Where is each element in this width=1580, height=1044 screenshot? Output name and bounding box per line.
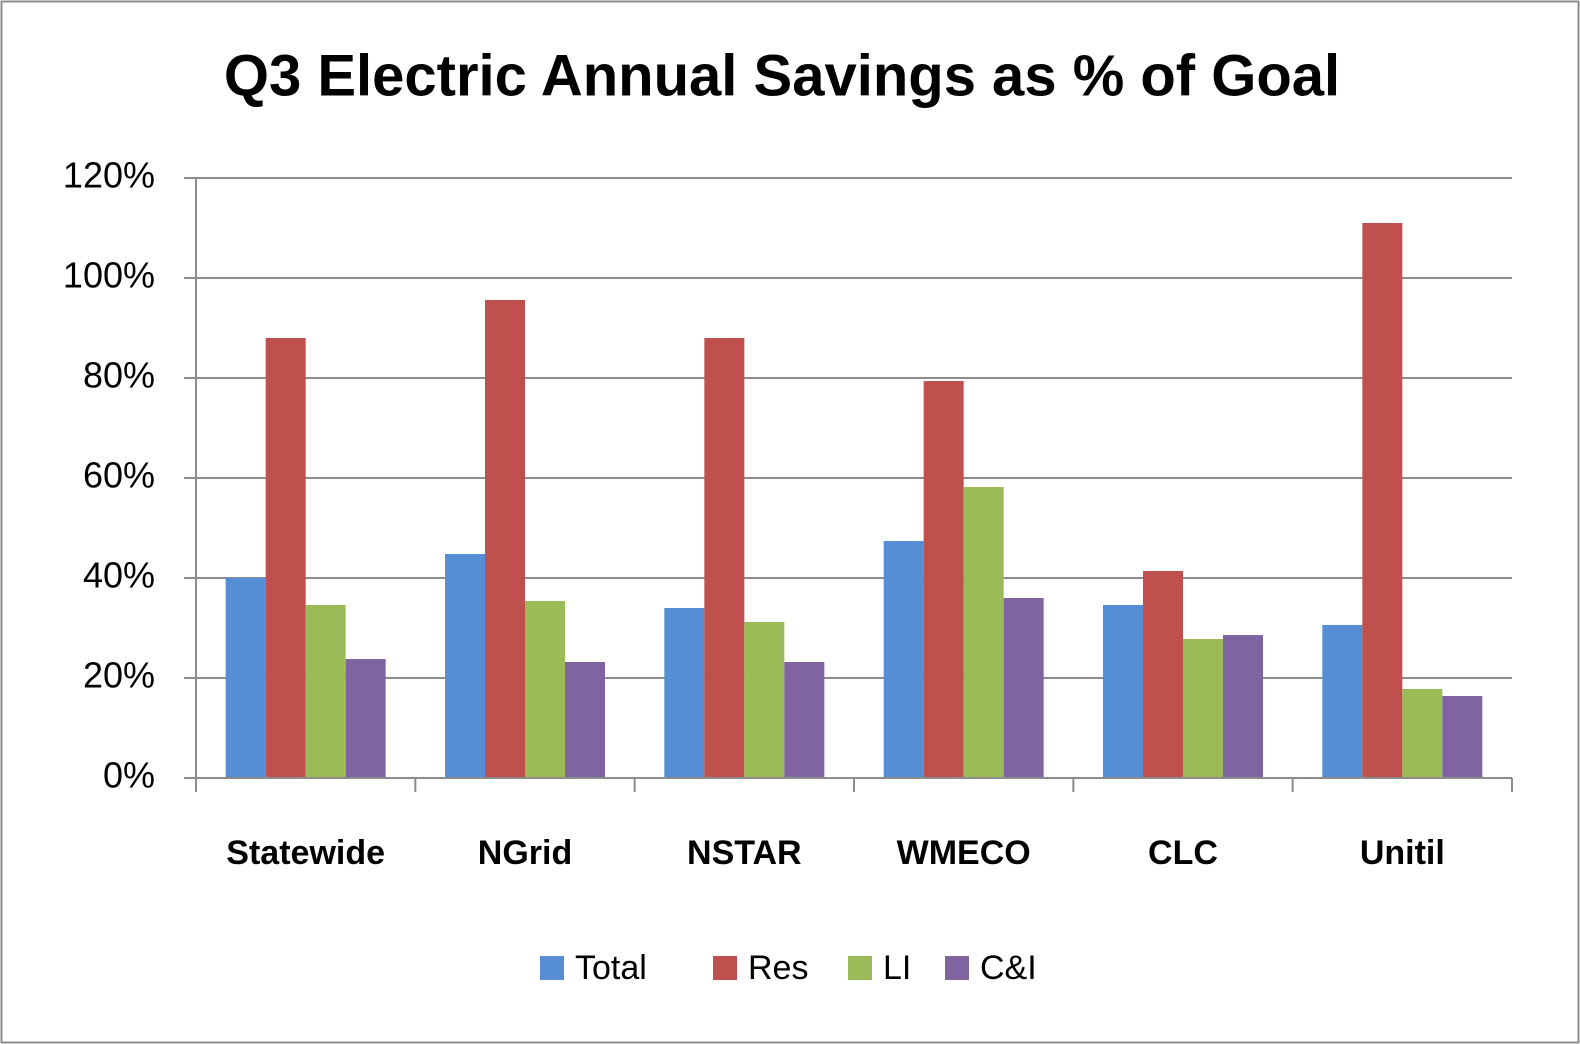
x-tick-label: Unitil <box>1360 834 1445 872</box>
bar <box>525 601 565 778</box>
bar <box>744 622 785 778</box>
bar <box>1442 696 1483 778</box>
y-tick-label: 0% <box>103 755 155 796</box>
bar <box>265 338 306 778</box>
bar <box>1223 635 1263 778</box>
bar <box>1322 625 1363 778</box>
bar <box>1362 223 1403 778</box>
bar <box>1402 689 1443 778</box>
bar <box>963 487 1004 778</box>
bar <box>664 608 705 778</box>
y-tick-label: 20% <box>83 655 155 696</box>
x-tick-label: CLC <box>1148 834 1218 872</box>
bar <box>1143 571 1183 778</box>
legend-label: C&I <box>980 949 1037 987</box>
y-tick-label: 100% <box>63 255 155 296</box>
y-tick-label: 80% <box>83 355 155 396</box>
bar <box>225 578 266 778</box>
legend-swatch <box>848 956 872 980</box>
bar <box>485 300 525 778</box>
bar <box>345 659 386 778</box>
bar <box>1183 639 1223 778</box>
bar <box>883 541 924 778</box>
x-tick-label: NSTAR <box>687 834 802 872</box>
bar <box>784 662 825 778</box>
y-tick-label: 40% <box>83 555 155 596</box>
x-tick-label: WMECO <box>897 834 1031 872</box>
y-tick-label: 120% <box>63 155 155 196</box>
legend-label: Total <box>575 949 647 987</box>
x-tick-label: Statewide <box>226 834 385 872</box>
bar <box>445 554 485 778</box>
legend-label: Res <box>748 949 808 987</box>
bar <box>704 338 745 778</box>
legend-swatch <box>540 956 564 980</box>
legend-swatch <box>945 956 969 980</box>
bar <box>923 381 964 778</box>
legend-swatch <box>713 956 737 980</box>
legend-label: LI <box>883 949 911 987</box>
y-tick-label: 60% <box>83 455 155 496</box>
bar <box>565 662 605 778</box>
chart-title: Q3 Electric Annual Savings as % of Goal <box>224 43 1340 108</box>
x-tick-label: NGrid <box>478 834 572 872</box>
bar <box>1103 605 1143 778</box>
bar <box>305 605 346 778</box>
bar <box>1003 598 1044 778</box>
